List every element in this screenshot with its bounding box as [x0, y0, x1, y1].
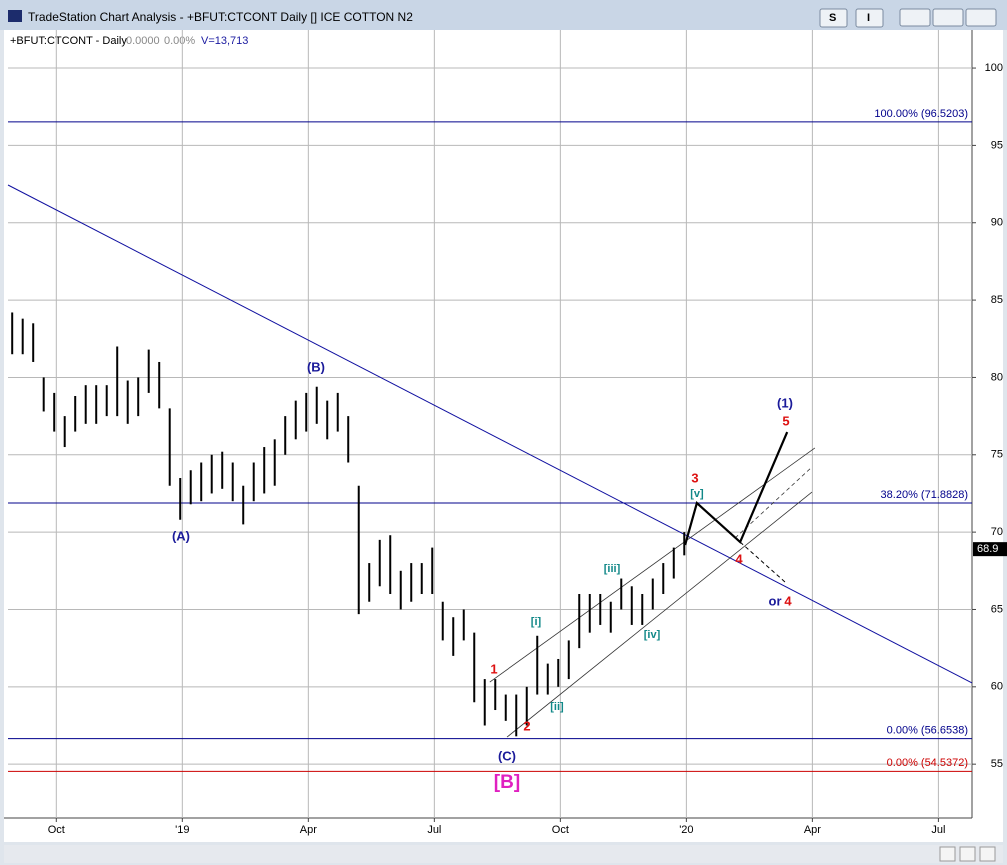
scroll-button[interactable]	[979, 846, 996, 862]
close-button[interactable]	[965, 8, 997, 27]
x-tick-label: '20	[679, 824, 693, 836]
wave-label: [i]	[531, 616, 542, 628]
menu-button[interactable]	[819, 8, 848, 28]
last-price-box	[973, 542, 1007, 557]
drawn-line	[506, 491, 813, 738]
drawn-line	[489, 447, 816, 683]
wave-label: (B)	[307, 359, 325, 374]
symbol-label: +BFUT:CTCONT - Daily	[10, 35, 127, 47]
y-tick-label: 65	[991, 603, 1003, 615]
wave-label: 1	[490, 661, 497, 676]
wave-label: [v]	[690, 488, 704, 500]
wave-label: (A)	[172, 528, 190, 543]
fib-level-label: 38.20% (71.8828)	[881, 489, 968, 501]
drawn-line	[739, 541, 786, 583]
y-tick-label: 80	[991, 371, 1003, 383]
y-tick-label: 55	[991, 758, 1003, 770]
change-pct-label: 0.00%	[164, 35, 195, 47]
drawn-line	[7, 184, 973, 684]
wave-label: [ii]	[550, 701, 564, 713]
app-icon	[8, 10, 22, 22]
fib-level-label: 0.00% (56.6538)	[887, 724, 968, 736]
y-tick-label: 85	[991, 294, 1003, 306]
menu-button[interactable]	[855, 8, 884, 28]
x-tick-label: Oct	[48, 824, 65, 836]
wave-label: 5	[782, 413, 789, 428]
x-tick-label: '19	[175, 824, 189, 836]
scroll-bar[interactable]	[4, 845, 1003, 863]
wave-label: [B]	[494, 772, 520, 793]
y-tick-label: 75	[991, 449, 1003, 461]
maximize-button[interactable]	[932, 8, 964, 27]
drawn-line	[684, 431, 789, 546]
x-tick-label: Oct	[552, 824, 569, 836]
wave-label: 4	[735, 551, 743, 566]
wave-label: 3	[691, 470, 698, 485]
button-label[interactable]: S	[829, 12, 836, 24]
wave-label: (C)	[498, 748, 516, 763]
x-tick-label: Apr	[804, 824, 821, 836]
fib-level-label: 0.00% (54.5372)	[887, 757, 968, 769]
minimize-button[interactable]	[899, 8, 931, 27]
wave-label: [iv]	[644, 629, 661, 641]
wave-label: or	[769, 593, 782, 608]
y-tick-label: 60	[991, 681, 1003, 693]
wave-label: [iii]	[604, 563, 621, 575]
y-tick-label: 95	[991, 139, 1003, 151]
button-label[interactable]: I	[867, 12, 870, 24]
change-label: 0.0000	[126, 35, 160, 47]
scroll-button[interactable]	[959, 846, 976, 862]
x-tick-label: Apr	[300, 824, 317, 836]
wave-label: 4	[784, 593, 792, 608]
wave-label: (1)	[777, 395, 793, 410]
y-tick-label: 100	[985, 62, 1003, 74]
volume-label: V=13,713	[201, 35, 248, 47]
fib-level-label: 100.00% (96.5203)	[874, 108, 968, 120]
y-tick-label: 70	[991, 526, 1003, 538]
chart-area	[4, 30, 1003, 842]
last-price-label: 68.9	[977, 543, 998, 555]
window-title: TradeStation Chart Analysis - +BFUT:CTCO…	[28, 10, 413, 24]
y-tick-label: 90	[991, 217, 1003, 229]
scroll-button[interactable]	[939, 846, 956, 862]
wave-label: 2	[523, 718, 530, 733]
x-tick-label: Jul	[427, 824, 441, 836]
x-tick-label: Jul	[931, 824, 945, 836]
